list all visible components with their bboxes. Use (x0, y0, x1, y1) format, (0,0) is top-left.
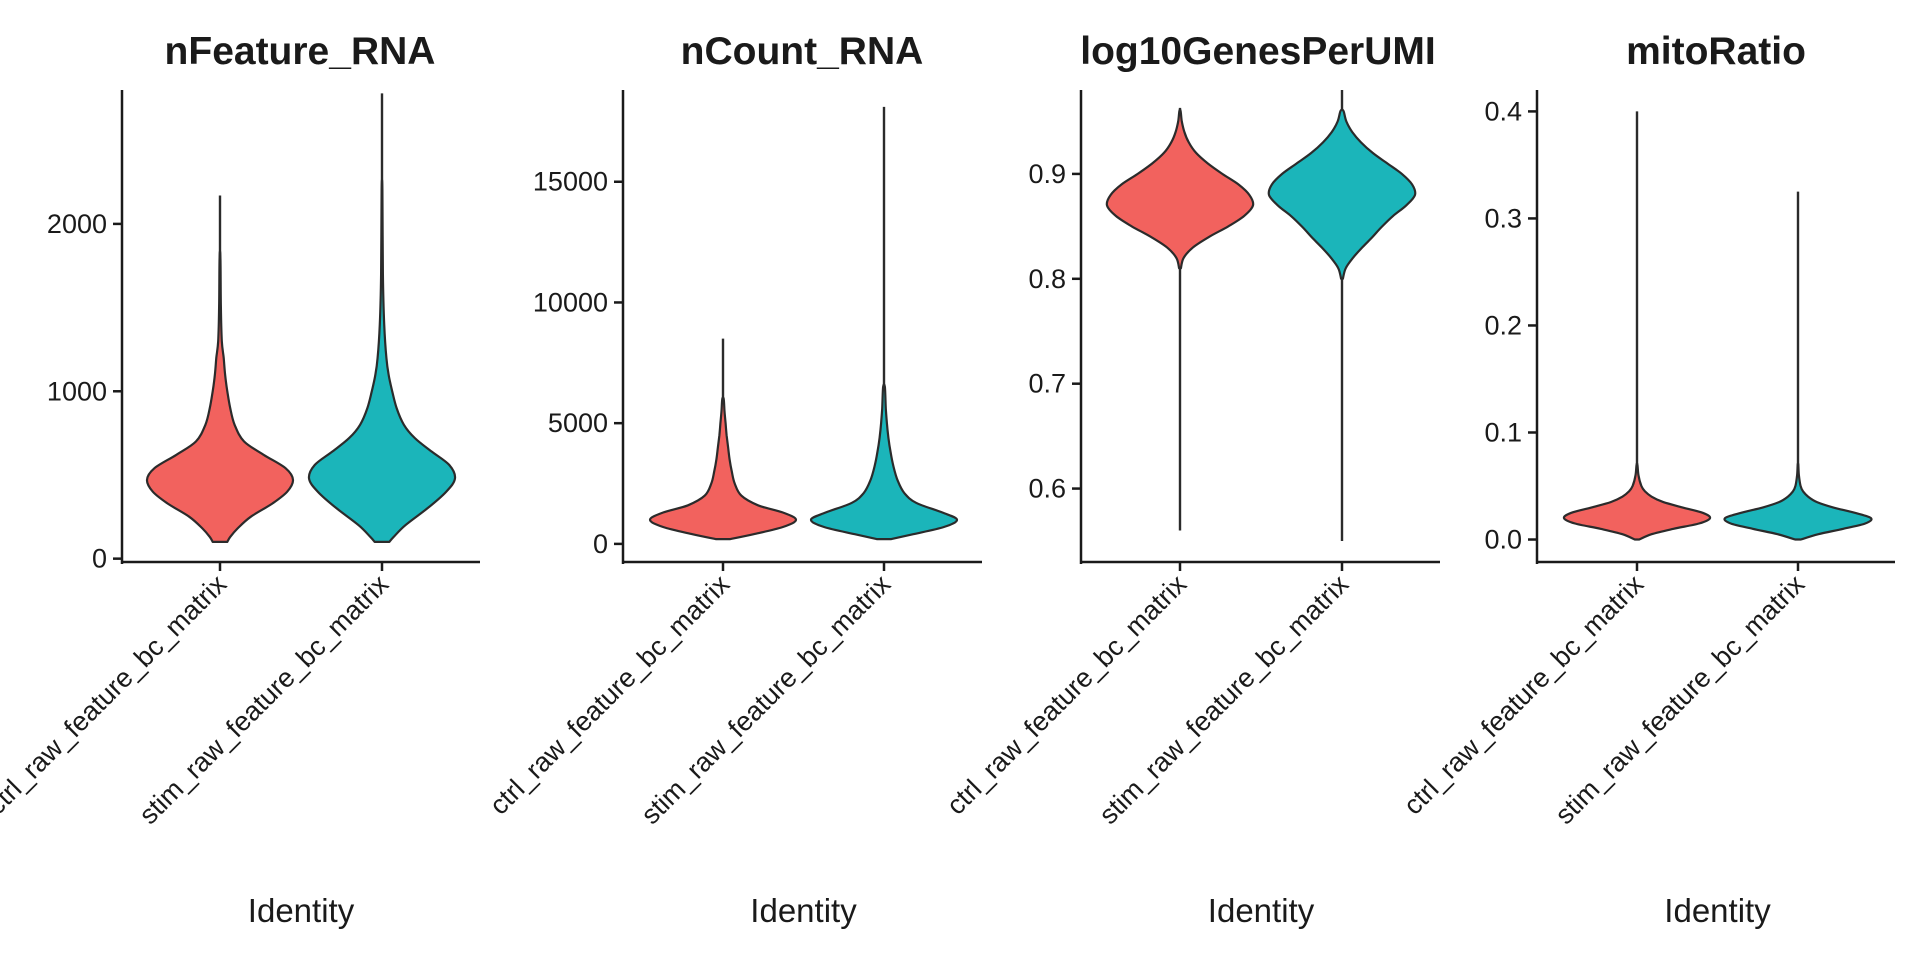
panel-0: nFeature_RNA010002000ctrl_raw_feature_bc… (0, 30, 480, 929)
y-tick-label: 1000 (47, 376, 107, 406)
y-tick-label: 0 (92, 544, 107, 574)
y-tick-label: 0.1 (1484, 417, 1522, 447)
y-tick-label: 0.0 (1484, 525, 1522, 555)
violin-ctrl (1105, 108, 1255, 270)
y-tick-label: 0.4 (1484, 96, 1522, 126)
panel-title: nFeature_RNA (165, 30, 436, 73)
panel-title: nCount_RNA (681, 30, 924, 73)
y-tick-label: 0.2 (1484, 310, 1522, 340)
x-axis-title: Identity (1664, 892, 1771, 929)
violin-ctrl (1562, 462, 1712, 541)
y-tick-label: 2000 (47, 209, 107, 239)
y-tick-label: 0 (593, 529, 608, 559)
y-tick-label: 10000 (533, 287, 608, 317)
violin-ctrl (648, 396, 798, 541)
y-tick-label: 0.9 (1028, 159, 1066, 189)
x-axis-title: Identity (1208, 892, 1315, 929)
panel-1: nCount_RNA050001000015000ctrl_raw_featur… (484, 30, 982, 929)
y-tick-label: 0.3 (1484, 203, 1522, 233)
y-tick-label: 0.8 (1028, 264, 1066, 294)
y-tick-label: 0.6 (1028, 474, 1066, 504)
violin-stim (809, 383, 959, 541)
y-tick-label: 15000 (533, 167, 608, 197)
violin-stim (1723, 462, 1873, 541)
violin-ctrl (145, 250, 295, 543)
violin-stim (1267, 108, 1417, 280)
panel-2: log10GenesPerUMI0.60.70.80.9ctrl_raw_fea… (941, 30, 1440, 929)
y-tick-label: 5000 (548, 408, 608, 438)
panel-title: log10GenesPerUMI (1080, 30, 1435, 73)
panel-3: mitoRatio0.00.10.20.30.4ctrl_raw_feature… (1398, 30, 1895, 929)
y-tick-label: 0.7 (1028, 369, 1066, 399)
violin-stim (307, 178, 457, 543)
x-axis-title: Identity (750, 892, 857, 929)
panel-title: mitoRatio (1626, 30, 1806, 73)
x-axis-title: Identity (248, 892, 355, 929)
